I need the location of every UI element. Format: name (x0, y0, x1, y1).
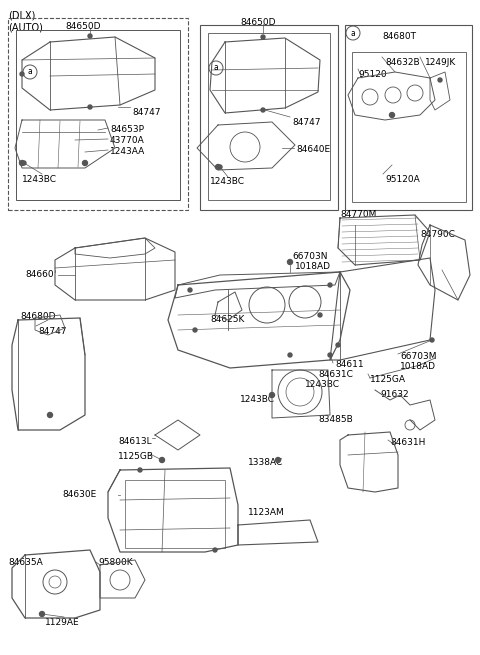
Text: (DLX): (DLX) (8, 10, 36, 20)
Text: 83485B: 83485B (318, 415, 353, 424)
Text: 1243AA: 1243AA (110, 147, 145, 156)
Circle shape (20, 160, 24, 166)
Text: 84680D: 84680D (20, 312, 56, 321)
Circle shape (20, 72, 24, 76)
Text: 84613L: 84613L (118, 437, 152, 446)
Circle shape (269, 392, 275, 398)
Circle shape (438, 78, 442, 82)
Text: 84640E: 84640E (296, 145, 330, 154)
Circle shape (328, 283, 332, 287)
Circle shape (159, 457, 165, 462)
Circle shape (276, 457, 280, 462)
Circle shape (318, 313, 322, 317)
Circle shape (288, 353, 292, 357)
Bar (352, 52, 466, 202)
Circle shape (430, 338, 434, 342)
Text: 84747: 84747 (132, 108, 160, 117)
Circle shape (261, 35, 265, 39)
Circle shape (216, 164, 220, 170)
Text: 1243BC: 1243BC (240, 395, 275, 404)
Text: 84631H: 84631H (390, 438, 425, 447)
Bar (345, 25, 472, 210)
Text: 1018AD: 1018AD (295, 262, 331, 271)
Text: 95120A: 95120A (385, 175, 420, 184)
Text: 1018AD: 1018AD (400, 362, 436, 371)
Text: 84660: 84660 (25, 270, 54, 279)
Text: 66703M: 66703M (400, 352, 436, 361)
Circle shape (188, 288, 192, 292)
Text: 1129AE: 1129AE (45, 618, 80, 627)
Text: 84747: 84747 (38, 327, 67, 336)
Text: 84653P: 84653P (110, 125, 144, 134)
Bar (208, 33, 330, 200)
Text: 1243BC: 1243BC (22, 175, 57, 184)
Text: 1243BC: 1243BC (210, 177, 245, 186)
Text: 84650D: 84650D (240, 18, 276, 27)
Text: 84632B: 84632B (385, 58, 420, 67)
Circle shape (218, 165, 222, 169)
Circle shape (389, 113, 395, 117)
Circle shape (288, 259, 292, 265)
Bar (8, 18, 188, 210)
Text: 84650D: 84650D (65, 22, 100, 31)
Text: 1123AM: 1123AM (248, 508, 285, 517)
Text: 84630E: 84630E (62, 490, 96, 499)
Text: 84631C: 84631C (318, 370, 353, 379)
Text: 43770A: 43770A (110, 136, 145, 145)
Bar (16, 30, 180, 200)
Text: 84635A: 84635A (8, 558, 43, 567)
Text: (AUTO): (AUTO) (8, 22, 43, 32)
Circle shape (48, 413, 52, 417)
Text: 84790C: 84790C (420, 230, 455, 239)
Circle shape (22, 161, 26, 165)
Circle shape (261, 108, 265, 112)
Text: 1125GB: 1125GB (118, 452, 154, 461)
Text: 95800K: 95800K (98, 558, 132, 567)
Text: 1243BC: 1243BC (305, 380, 340, 389)
Text: 84747: 84747 (292, 118, 321, 127)
Circle shape (328, 353, 332, 357)
Circle shape (138, 468, 142, 472)
Text: 84611: 84611 (335, 360, 364, 369)
Text: 1249JK: 1249JK (425, 58, 456, 67)
Bar (125, 480, 225, 548)
Text: 1338AC: 1338AC (248, 458, 283, 467)
Text: a: a (214, 64, 218, 73)
Text: 84680T: 84680T (382, 32, 416, 41)
Circle shape (336, 343, 340, 347)
Text: 84770M: 84770M (340, 210, 376, 219)
Circle shape (193, 328, 197, 332)
Bar (200, 25, 338, 210)
Text: a: a (350, 29, 355, 37)
Text: 95120: 95120 (358, 70, 386, 79)
Text: 91632: 91632 (380, 390, 408, 399)
Text: 66703N: 66703N (292, 252, 327, 261)
Text: 1125GA: 1125GA (370, 375, 406, 384)
Circle shape (83, 160, 87, 166)
Circle shape (88, 105, 92, 109)
Circle shape (39, 612, 45, 616)
Circle shape (213, 548, 217, 552)
Circle shape (88, 34, 92, 38)
Text: 84625K: 84625K (210, 315, 244, 324)
Text: a: a (28, 67, 32, 77)
